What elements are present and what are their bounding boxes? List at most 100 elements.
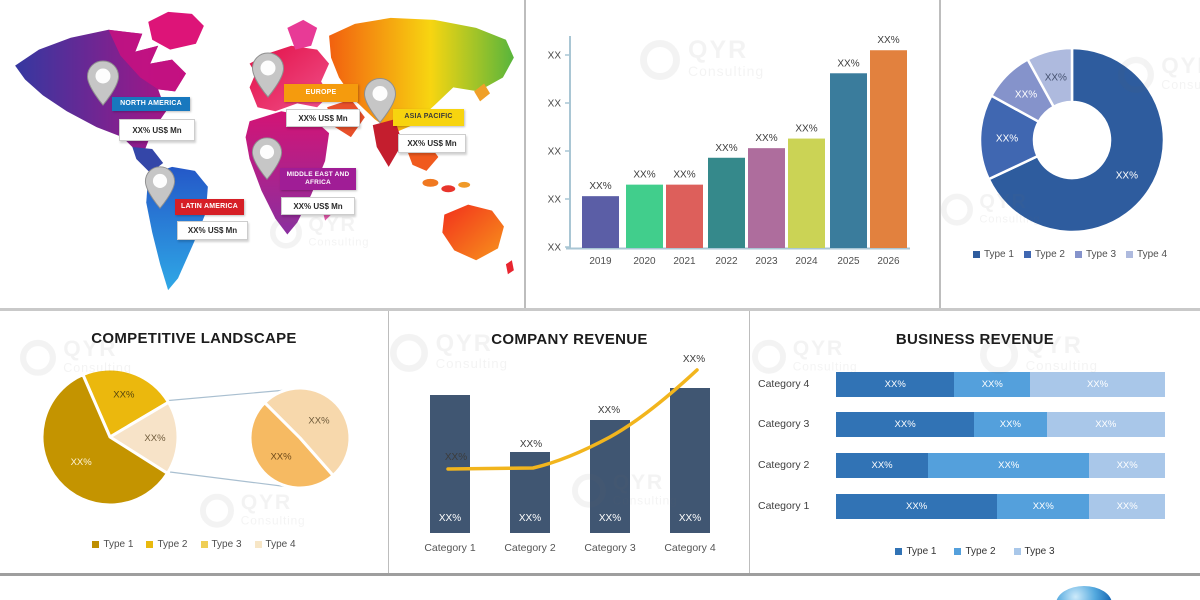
legend-label: Type 2 [1034, 249, 1065, 260]
legend-item: Type 3 [200, 539, 242, 550]
x-axis-label: 2020 [633, 256, 656, 267]
legend-item: Type 2 [146, 539, 188, 550]
svg-text:XX: XX [548, 195, 562, 206]
vertical-divider [939, 0, 941, 308]
region-label-europe: EUROPE [284, 84, 358, 102]
segment-type-3: XX% [1030, 372, 1165, 397]
secondary-pie-slice [263, 386, 352, 478]
pie-slice-label: XX% [71, 457, 93, 468]
line-value-label: XX% [520, 439, 542, 450]
segment-type-3: XX% [1046, 412, 1165, 437]
map-pin-icon [86, 60, 120, 106]
x-axis-label: Category 2 [504, 542, 556, 554]
x-axis-label: 2024 [795, 256, 818, 267]
bar-value-label: XX% [755, 133, 777, 144]
competitive-landscape-pie-chart: XX% XX% XX% XX% XX% [40, 367, 352, 507]
globe-icon [1056, 586, 1112, 600]
vertical-divider [749, 311, 750, 573]
bar-value-label: XX% [715, 143, 737, 154]
pie-slice-label: XX% [270, 451, 292, 462]
map-pin-icon [363, 77, 397, 124]
x-axis-label: Category 3 [584, 542, 636, 554]
region-value-asia-pacific: XX% US$ Mn [398, 134, 466, 153]
segment-type-1: XX% [836, 453, 929, 478]
main-pie-slice [81, 367, 170, 439]
donut-legend: Type 1 Type 2 Type 3 Type 4 [940, 249, 1200, 260]
bar-2021 [666, 184, 703, 248]
legend-swatch-icon [92, 541, 100, 548]
legend-label: Type 3 [1024, 546, 1055, 557]
svg-text:XX: XX [548, 99, 562, 110]
bar-2019 [582, 196, 619, 248]
horizontal-divider [0, 308, 1200, 311]
legend-label: Type 4 [265, 539, 296, 550]
bar-category-4 [670, 388, 710, 533]
row-category-label: Category 2 [758, 459, 810, 471]
donut-slice-label: XX% [1015, 90, 1037, 101]
donut-slice-label: XX% [1045, 73, 1067, 84]
legend-label: Type 2 [965, 546, 996, 557]
legend-label: Type 2 [157, 539, 188, 550]
x-axis-label: Category 4 [664, 542, 716, 554]
x-axis-label: 2019 [589, 256, 612, 267]
legend-swatch-icon [895, 548, 903, 555]
map-pin-icon [144, 166, 176, 209]
x-axis-label: 2026 [877, 256, 900, 267]
company-revenue-panel: COMPANY REVENUE XX% Category 1 XX% Category… [389, 311, 750, 573]
bar-value-label: XX% [673, 170, 695, 181]
stacked-bar-category-1: XX% XX% XX% [836, 494, 1165, 519]
region-value-north-america: XX% US$ Mn [119, 119, 195, 141]
bar-value-label: XX% [877, 35, 899, 46]
legend-label: Type 1 [983, 249, 1014, 260]
market-growth-panel: XX XX XX XX XX XX% 2019 XX% 2020 XX% 2021 XX% 2022 XX… [525, 0, 940, 308]
continent-greenland [148, 11, 204, 50]
main-pie-slice [108, 400, 180, 475]
row-category-label: Category 3 [758, 418, 810, 430]
segment-type-3: XX% [1089, 494, 1165, 519]
legend-label: Type 4 [1137, 249, 1168, 260]
company-revenue-title: COMPANY REVENUE [491, 331, 648, 348]
bar-category-1 [430, 395, 470, 533]
japan [474, 83, 491, 102]
x-axis-label: 2021 [673, 256, 696, 267]
segment-type-3: XX% [1089, 453, 1165, 478]
competitive-landscape-panel: COMPETITIVE LANDSCAPE XX% XX% XX% XX% XX% Ty… [0, 311, 388, 573]
bar-value-label: XX% [795, 124, 817, 135]
donut-slice-label: XX% [1116, 170, 1138, 181]
competitive-legend: Type 1 Type 2 Type 3 Type 4 [0, 539, 388, 550]
map-pin-icon [251, 52, 285, 98]
legend-item: Type 2 [1023, 249, 1065, 260]
region-value-middle-east-and-africa: XX% US$ Mn [281, 197, 355, 215]
pie-slice-label: XX% [308, 416, 330, 427]
bar-2022 [708, 157, 745, 248]
legend-swatch-icon [254, 541, 262, 548]
svg-text:XX: XX [548, 147, 562, 158]
competitive-landscape-title: COMPETITIVE LANDSCAPE [91, 330, 297, 347]
continent-australia [442, 204, 504, 261]
vertical-divider [388, 311, 389, 573]
segment-type-2: XX% [928, 453, 1090, 478]
stacked-bar-category-2: XX% XX% XX% [836, 453, 1165, 478]
pie-slice-label: XX% [144, 433, 166, 444]
legend-swatch-icon [972, 251, 980, 258]
bar-value-label: XX% [633, 170, 655, 181]
line-value-label: XX% [683, 354, 705, 365]
x-axis-label: 2022 [715, 256, 738, 267]
new-zealand [505, 260, 514, 275]
type-share-panel: XX% XX% XX% XX% Type 1 Type 2 Type 3 Type 4 [940, 0, 1200, 308]
secondary-pie-slice [248, 401, 335, 490]
footer-divider [0, 573, 1200, 576]
india [372, 119, 403, 167]
bar-value-label: XX% [519, 513, 541, 524]
region-label-asia-pacific: ASIA PACIFIC [393, 109, 464, 126]
legend-item: Type 4 [254, 539, 296, 550]
segment-type-1: XX% [836, 494, 998, 519]
bar-2023 [748, 148, 785, 248]
regional-market-map-panel: NORTH AMERICA XX% US$ Mn EUROPE XX% US$ … [0, 0, 524, 308]
region-value-latin-america: XX% US$ Mn [177, 221, 248, 240]
legend-item: Type 4 [1126, 249, 1167, 260]
legend-item: Type 2 [954, 546, 996, 557]
revenue-trend-line [446, 368, 699, 471]
segment-type-2: XX% [954, 372, 1031, 397]
legend-swatch-icon [1023, 251, 1031, 258]
